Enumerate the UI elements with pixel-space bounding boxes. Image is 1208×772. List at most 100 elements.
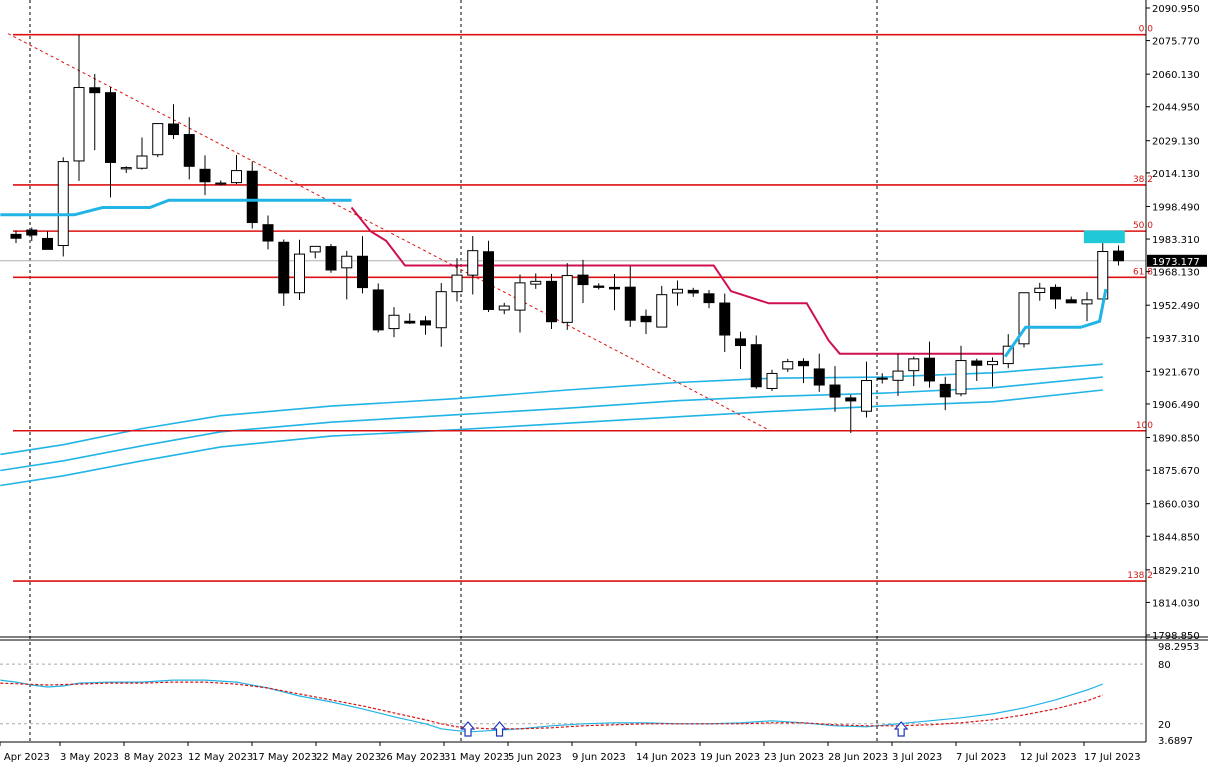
- candle: [798, 358, 809, 384]
- candle: [750, 335, 762, 389]
- candle-body: [813, 368, 825, 386]
- candle: [546, 273, 557, 330]
- candle-body: [845, 397, 857, 402]
- candle-body: [546, 280, 557, 323]
- candle: [183, 117, 195, 180]
- candle-body: [483, 251, 494, 310]
- candle-body: [246, 170, 258, 224]
- candle-body: [530, 280, 542, 285]
- candle-body: [719, 302, 731, 336]
- candle: [294, 239, 305, 301]
- price-tick-label: 2044.950: [1152, 103, 1200, 114]
- candle: [924, 341, 935, 388]
- fast-ma-line: [0, 198, 1108, 358]
- kijun-line: [350, 206, 1004, 355]
- candle: [404, 313, 416, 325]
- time-tick-label: 17 Jul 2023: [1084, 752, 1141, 763]
- oscillator-tick-label: 3.6897: [1158, 736, 1193, 747]
- time-tick-label: 12 Jul 2023: [1020, 752, 1077, 763]
- price-tick-label: 1983.310: [1152, 235, 1200, 246]
- candle-body: [199, 168, 211, 183]
- candle-body: [1034, 287, 1046, 294]
- candle-body: [672, 288, 683, 294]
- candle: [530, 273, 542, 289]
- candle-body: [656, 294, 668, 328]
- candle: [467, 236, 479, 295]
- candle: [168, 104, 179, 140]
- candle-body: [593, 285, 605, 288]
- price-tick-label: 1952.490: [1152, 301, 1200, 312]
- candle-body: [766, 372, 778, 389]
- highlight-box: [1083, 230, 1125, 244]
- time-tick-label: 8 May 2023: [124, 752, 183, 763]
- candle: [640, 309, 652, 334]
- price-tick-label: 1937.310: [1152, 334, 1200, 345]
- candle: [561, 263, 573, 330]
- candle: [1050, 284, 1061, 309]
- candle-body: [183, 134, 195, 167]
- price-tick-label: 2060.130: [1152, 70, 1200, 81]
- candle: [152, 123, 164, 158]
- current-price-tag: [1147, 254, 1207, 267]
- candle-body: [1113, 250, 1124, 262]
- candle-body: [1018, 292, 1030, 345]
- candle-body: [892, 370, 904, 381]
- candle: [813, 353, 825, 392]
- candle: [105, 87, 116, 198]
- candle-body: [1002, 345, 1014, 365]
- candle-body: [703, 293, 715, 304]
- candle-body: [955, 360, 967, 395]
- candle-body: [309, 245, 321, 253]
- candle-body: [357, 255, 368, 289]
- candle: [278, 239, 290, 306]
- candle-body: [89, 87, 101, 94]
- candle-body: [231, 170, 242, 184]
- price-axis: 2090.950 2075.770 2060.130 2044.950 2029.130…: [0, 0, 1208, 742]
- candle: [309, 245, 321, 259]
- candle-body: [215, 182, 227, 185]
- candle: [199, 155, 211, 196]
- candle: [26, 227, 38, 242]
- candle-body: [10, 233, 22, 239]
- candle: [215, 180, 227, 186]
- candle: [829, 366, 841, 412]
- candle: [703, 289, 715, 309]
- candle: [766, 369, 778, 391]
- candle-body: [829, 384, 841, 398]
- buy-arrow-icon: [492, 721, 507, 737]
- candle: [120, 166, 132, 173]
- trend-line[interactable]: [7, 33, 771, 432]
- candle: [987, 357, 998, 387]
- time-tick-label: 28 Jun 2023: [828, 752, 888, 763]
- fast-ma-polyline: [1003, 288, 1108, 358]
- oscillator-main-line: [0, 679, 1104, 733]
- candle-body: [341, 255, 353, 269]
- price-tick-label: 2075.770: [1152, 37, 1200, 48]
- candle-body: [467, 250, 479, 276]
- candle-body: [577, 274, 589, 286]
- candle: [10, 230, 22, 244]
- price-tick-label: 1844.850: [1152, 532, 1200, 543]
- candle: [1081, 292, 1093, 322]
- time-tick-label: 22 May 2023: [316, 752, 381, 763]
- price-tick-label: 1829.210: [1152, 566, 1200, 577]
- fast-ma-polyline: [0, 198, 352, 217]
- candle: [231, 155, 242, 185]
- candle: [1113, 245, 1124, 266]
- candle-body: [152, 123, 164, 156]
- candle: [609, 274, 620, 311]
- time-axis: 28 Apr 2023 3 May 2023 8 May 2023 12 May 20…: [0, 741, 1146, 763]
- candle: [262, 215, 274, 250]
- candle-body: [498, 305, 510, 311]
- candle: [782, 358, 794, 372]
- candle-body: [609, 286, 620, 290]
- price-tick-label: 1998.490: [1152, 202, 1200, 213]
- candle-body: [294, 253, 305, 294]
- candle: [971, 358, 983, 381]
- candle: [624, 266, 636, 327]
- candle-body: [105, 92, 116, 163]
- candle-body: [42, 237, 53, 250]
- candle: [89, 74, 101, 151]
